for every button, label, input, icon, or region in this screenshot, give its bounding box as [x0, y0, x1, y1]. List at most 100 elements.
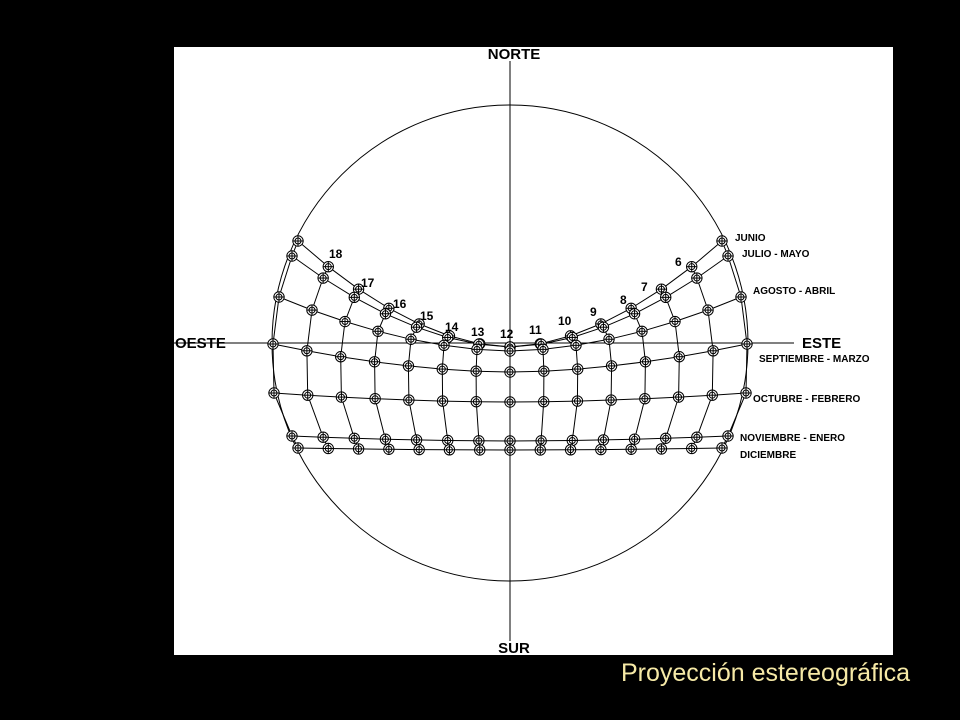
hour-marker	[268, 387, 280, 399]
hour-marker	[302, 389, 314, 401]
hour-marker	[706, 389, 718, 401]
hour-line	[340, 288, 360, 450]
hour-marker	[603, 333, 615, 345]
hour-marker	[722, 250, 734, 262]
hour-line	[660, 288, 680, 450]
hour-marker	[335, 391, 348, 403]
hour-marker	[628, 308, 641, 320]
hour-marker	[538, 396, 550, 408]
slide-caption: Proyección estereográfica	[620, 659, 910, 687]
stereographic-sun-path-diagram: NORTE SUR OESTE ESTE 18 17 16 15 14 13 1…	[174, 47, 870, 655]
hour-line	[441, 335, 450, 450]
hour-marker	[636, 325, 648, 337]
hour-marker	[564, 444, 577, 456]
hour-marker	[443, 444, 456, 456]
hour-marker	[570, 339, 582, 352]
hour-line	[691, 266, 714, 449]
hour-marker	[571, 395, 584, 407]
hour-marker	[673, 351, 685, 363]
hour-label-10: 10	[558, 314, 572, 328]
north-label: NORTE	[488, 47, 541, 63]
hour-marker	[292, 442, 304, 454]
hour-label-15: 15	[420, 309, 434, 323]
hour-marker	[410, 321, 423, 333]
hour-line	[570, 335, 579, 450]
hour-marker	[436, 395, 449, 407]
hour-marker	[438, 339, 450, 352]
hour-marker	[504, 366, 516, 378]
hour-marker	[348, 291, 360, 304]
hour-marker	[292, 235, 304, 247]
hour-marker	[286, 430, 298, 442]
hour-marker	[322, 260, 334, 273]
hour-line	[306, 266, 329, 449]
month-label-junio: JUNIO	[735, 233, 766, 244]
hour-marker	[442, 434, 454, 447]
hour-marker	[572, 363, 584, 375]
sun-path-diagram-panel: NORTE SUR OESTE ESTE 18 17 16 15 14 13 1…	[174, 47, 893, 655]
hour-marker	[534, 444, 546, 456]
hour-marker	[405, 333, 417, 345]
hour-marker	[372, 325, 384, 337]
hour-marker	[267, 338, 279, 350]
month-label-septiembre-marzo: SEPTIEMBRE - MARZO	[759, 354, 870, 365]
hour-marker	[471, 343, 483, 356]
hour-marker	[504, 396, 516, 408]
hour-marker	[473, 435, 485, 447]
hour-label-11: 11	[529, 323, 542, 337]
hour-marker	[368, 356, 381, 368]
hour-label-14: 14	[445, 320, 459, 334]
month-label-agosto-abril: AGOSTO - ABRIL	[753, 286, 835, 297]
hour-marker	[597, 321, 610, 333]
hour-label-16: 16	[393, 297, 407, 311]
hour-marker	[322, 442, 334, 455]
hour-marker	[537, 343, 549, 356]
hour-marker	[716, 235, 728, 247]
hour-marker	[655, 443, 668, 455]
hour-marker	[317, 272, 329, 284]
hour-marker	[504, 345, 516, 357]
hour-label-17: 17	[361, 276, 375, 290]
hour-marker	[639, 393, 651, 405]
hour-marker	[686, 442, 698, 455]
hour-label-8: 8	[620, 293, 627, 307]
hour-marker	[722, 430, 734, 442]
hour-marker	[669, 315, 681, 328]
hour-marker	[716, 442, 728, 454]
hour-marker	[402, 360, 415, 372]
month-label-octubre-febrero: OCTUBRE - FEBRERO	[753, 394, 860, 405]
hour-marker	[741, 338, 753, 350]
hour-marker	[379, 308, 392, 320]
hour-marker	[413, 443, 425, 456]
west-label: OESTE	[175, 335, 226, 352]
hour-marker	[369, 393, 381, 405]
hour-label-6: 6	[675, 255, 682, 269]
hour-marker	[352, 443, 365, 455]
hour-label-7: 7	[641, 280, 648, 294]
hour-label-18: 18	[329, 247, 343, 261]
hour-marker	[436, 363, 448, 375]
hour-marker	[335, 351, 347, 363]
hour-label-12: 12	[500, 327, 514, 341]
hour-marker	[379, 433, 392, 445]
hour-marker	[474, 444, 486, 456]
hour-marker	[410, 434, 423, 446]
hour-marker	[597, 434, 610, 446]
hour-marker	[639, 356, 652, 368]
hour-marker	[625, 443, 637, 455]
hour-marker	[273, 291, 285, 303]
hour-markers	[267, 235, 753, 456]
month-label-diciembre: DICIEMBRE	[740, 450, 796, 461]
hour-marker	[566, 434, 578, 447]
hour-marker	[628, 433, 641, 445]
hour-marker	[672, 391, 685, 403]
hour-marker	[660, 291, 672, 304]
hour-marker	[605, 360, 618, 372]
south-label: SUR	[498, 640, 530, 655]
month-label-noviembre-enero: NOVIEMBRE - ENERO	[740, 433, 845, 444]
hour-marker	[605, 394, 617, 406]
hour-marker	[740, 387, 752, 399]
hour-marker	[470, 396, 482, 408]
hour-marker	[535, 435, 547, 447]
east-label: ESTE	[802, 335, 841, 352]
